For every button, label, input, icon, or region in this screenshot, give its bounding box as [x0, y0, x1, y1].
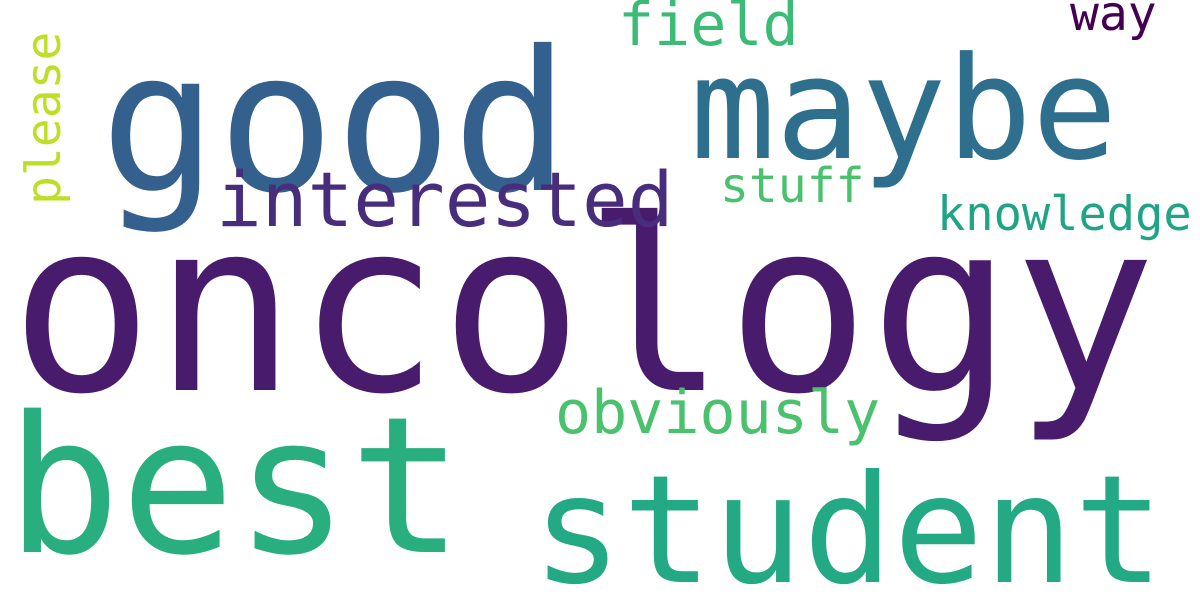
- word-knowledge: knowledge: [937, 187, 1192, 242]
- word-best: best: [6, 376, 464, 597]
- word-student: student: [532, 444, 1164, 600]
- word-please: please: [16, 32, 72, 205]
- word-stuff: stuff: [720, 158, 865, 214]
- word-interested: interested: [216, 155, 674, 244]
- word-field: field: [618, 0, 799, 60]
- word-way: way: [1070, 0, 1157, 42]
- word-good: good: [100, 9, 570, 236]
- word-obviously: obviously: [555, 378, 880, 448]
- word-oncology: oncology: [10, 170, 1156, 447]
- word-maybe: maybe: [690, 27, 1117, 192]
